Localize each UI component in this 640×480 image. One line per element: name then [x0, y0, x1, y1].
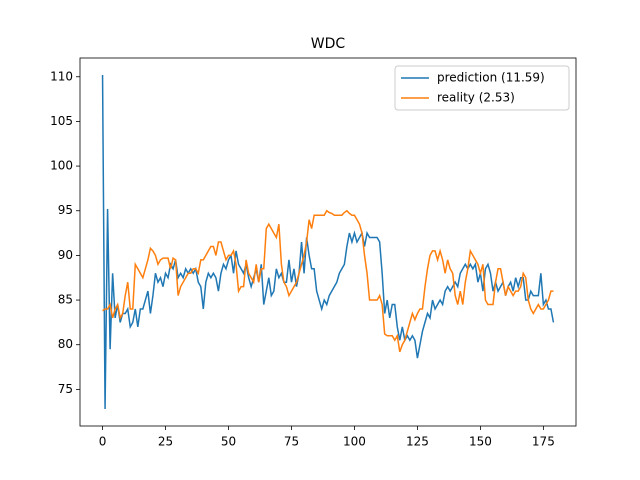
plot-area: [79, 57, 577, 427]
y-tick-label: 105: [50, 114, 73, 128]
legend-box: [394, 65, 570, 111]
x-tick-label: 150: [469, 435, 492, 449]
y-tick-label: 90: [58, 248, 73, 262]
x-tick-label: 25: [158, 435, 173, 449]
y-tick-label: 95: [58, 203, 73, 217]
chart-title: WDC: [311, 36, 346, 52]
legend-label: reality (2.53): [437, 91, 515, 105]
legend-label: prediction (11.59): [437, 71, 545, 85]
data-line: [101, 74, 555, 410]
x-tick-label: 100: [343, 435, 366, 449]
y-tick-label: 75: [58, 382, 73, 396]
x-tick-label: 0: [99, 435, 107, 449]
data-line: [102, 209, 554, 353]
x-tick-label: 50: [221, 435, 236, 449]
x-tick-label: 125: [406, 435, 429, 449]
y-tick-label: 85: [58, 293, 73, 307]
y-tick-label: 110: [50, 69, 73, 83]
x-tick-label: 75: [284, 435, 299, 449]
x-tick-label: 175: [532, 435, 555, 449]
y-tick-label: 80: [58, 337, 73, 351]
y-tick-label: 100: [50, 159, 73, 173]
